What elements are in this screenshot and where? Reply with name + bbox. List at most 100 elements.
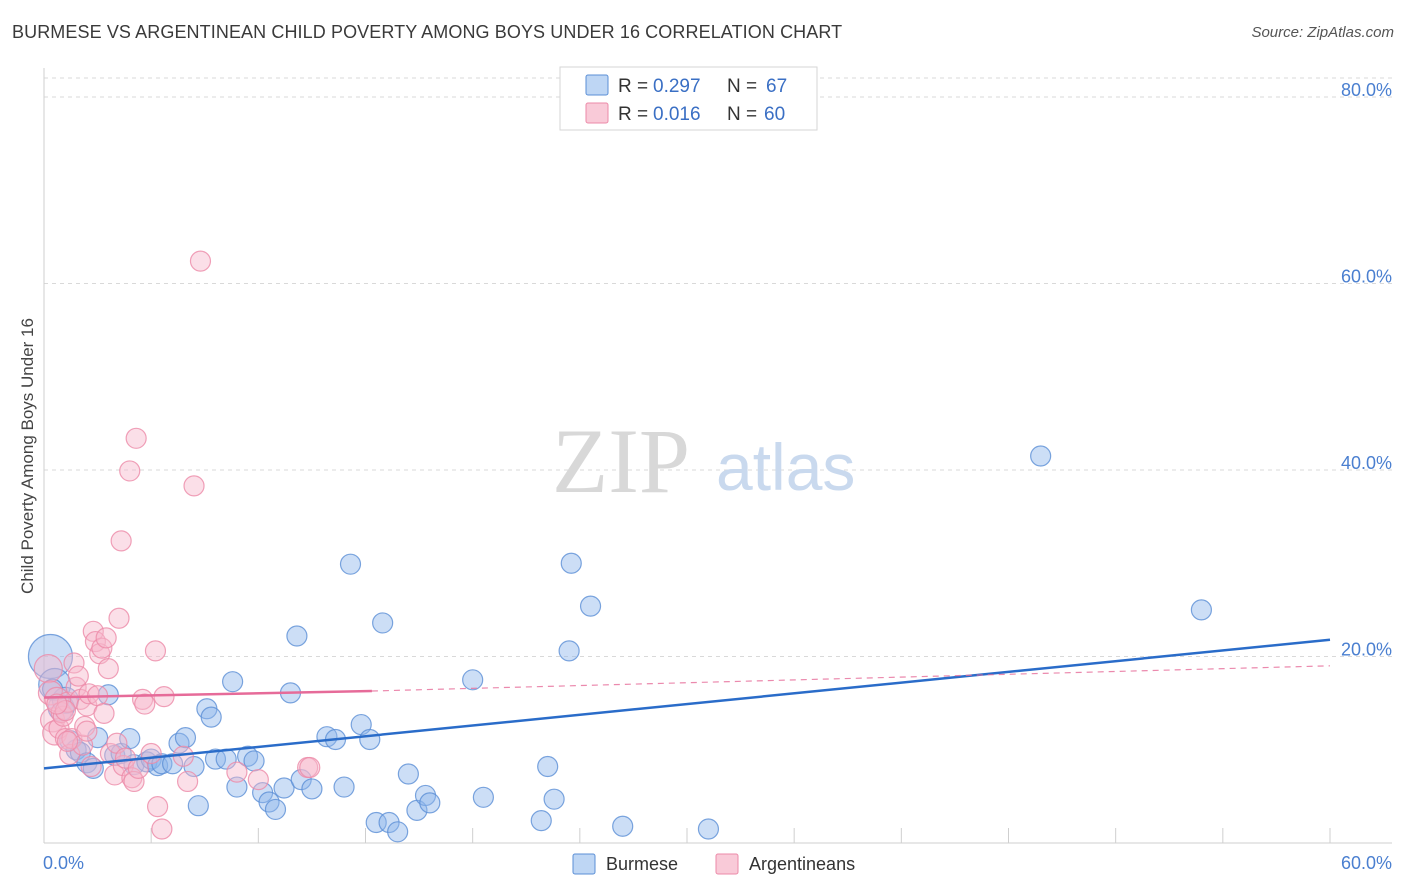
point-argentineans	[140, 742, 162, 765]
point-burmese	[301, 778, 323, 800]
x-tick-label-max: 60.0%	[1341, 853, 1392, 873]
y-tick-label-80: 80.0%	[1341, 80, 1392, 100]
point-burmese	[200, 706, 222, 728]
point-argentineans	[67, 665, 89, 687]
point-burmese	[226, 776, 248, 798]
point-argentineans	[110, 530, 132, 552]
x-tick-label-min: 0.0%	[43, 853, 84, 873]
point-argentineans	[108, 607, 130, 629]
series-legend: Burmese Argentineans	[572, 853, 855, 875]
point-burmese	[168, 732, 190, 754]
legend-n-value-argentineans: 60	[764, 104, 785, 125]
point-burmese	[264, 798, 287, 821]
series-legend-label-argentineans: Argentineans	[749, 854, 855, 874]
legend-r-value-argentineans: 0.016	[653, 104, 701, 125]
legend-r-value-burmese: 0.297	[653, 76, 701, 97]
point-burmese	[419, 792, 441, 814]
point-burmese	[560, 552, 582, 574]
y-tick-label-20: 20.0%	[1341, 640, 1392, 660]
series-burmese	[27, 445, 1213, 843]
point-burmese	[1030, 445, 1052, 467]
series-legend-swatch-burmese	[572, 853, 596, 875]
trend-line-argentineans	[43, 689, 372, 699]
point-argentineans	[146, 796, 169, 818]
point-argentineans	[189, 250, 212, 272]
point-argentineans	[63, 652, 85, 674]
point-argentineans	[56, 730, 79, 752]
point-burmese	[204, 748, 227, 770]
point-burmese	[462, 669, 484, 691]
axes	[43, 68, 1392, 844]
point-burmese	[579, 595, 602, 617]
legend-n-label-burmese: N =	[727, 76, 757, 97]
point-burmese	[174, 727, 197, 749]
point-argentineans	[46, 693, 68, 715]
legend-swatch-argentineans	[585, 102, 609, 124]
stats-legend: R = 0.297 N = 67 R = 0.016 N = 60	[559, 66, 818, 131]
legend-n-label-argentineans: N =	[727, 104, 757, 125]
point-burmese	[222, 671, 244, 693]
point-argentineans	[125, 427, 147, 449]
point-burmese	[543, 788, 565, 810]
point-argentineans	[299, 756, 321, 779]
point-burmese	[27, 633, 74, 680]
x-tick-labels: 0.0% 60.0%	[43, 853, 1392, 873]
point-argentineans	[119, 460, 141, 482]
point-burmese	[365, 811, 387, 834]
legend-swatch-burmese	[585, 74, 609, 96]
point-argentineans	[80, 755, 102, 778]
legend-r-label-argentineans: R =	[618, 104, 648, 125]
point-burmese	[372, 612, 394, 634]
point-burmese	[273, 777, 295, 799]
point-argentineans	[151, 818, 173, 840]
point-argentineans	[54, 699, 77, 722]
point-argentineans	[123, 770, 145, 793]
point-argentineans	[226, 761, 248, 783]
point-argentineans	[183, 475, 205, 497]
point-argentineans	[76, 720, 98, 742]
point-burmese	[697, 818, 720, 840]
point-burmese	[397, 763, 419, 785]
point-burmese	[537, 755, 559, 778]
y-tick-label-60: 60.0%	[1341, 267, 1392, 287]
series-legend-swatch-argentineans	[715, 853, 739, 875]
series-argentineans	[33, 250, 321, 840]
series-legend-label-burmese: Burmese	[606, 854, 678, 874]
point-burmese	[187, 795, 209, 817]
watermark: ZIP atlas	[552, 410, 855, 512]
legend-r-label-burmese: R =	[618, 76, 648, 97]
source-label: Source: ZipAtlas.com	[1251, 24, 1394, 41]
watermark-zip: ZIP	[552, 410, 690, 512]
point-burmese	[472, 786, 494, 808]
point-argentineans	[95, 627, 117, 649]
point-burmese	[333, 776, 355, 798]
point-burmese	[162, 753, 184, 775]
y-tick-labels: 20.0% 40.0% 60.0% 80.0%	[1341, 80, 1392, 660]
watermark-atlas: atlas	[716, 430, 855, 504]
point-argentineans	[97, 658, 119, 680]
point-argentineans	[134, 693, 156, 715]
point-burmese	[339, 553, 362, 575]
point-burmese	[359, 728, 381, 751]
point-argentineans	[91, 637, 113, 659]
point-burmese	[290, 768, 312, 791]
trend-line-burmese	[43, 638, 1331, 770]
trend-line-argentineans-extension	[371, 665, 1331, 692]
point-argentineans	[177, 770, 199, 793]
legend-n-value-burmese: 67	[766, 76, 787, 97]
trend-lines	[43, 638, 1331, 770]
point-burmese	[387, 821, 409, 843]
point-burmese	[612, 815, 634, 837]
point-burmese	[286, 625, 308, 647]
point-argentineans	[93, 702, 115, 724]
point-argentineans	[33, 654, 63, 684]
point-burmese	[243, 750, 265, 772]
point-argentineans	[153, 685, 175, 708]
point-argentineans	[247, 768, 269, 791]
point-burmese	[530, 810, 552, 832]
y-tick-label-40: 40.0%	[1341, 453, 1392, 473]
chart-title: BURMESE VS ARGENTINEAN CHILD POVERTY AMO…	[12, 22, 843, 42]
point-argentineans	[78, 683, 100, 705]
point-burmese	[1190, 599, 1213, 621]
